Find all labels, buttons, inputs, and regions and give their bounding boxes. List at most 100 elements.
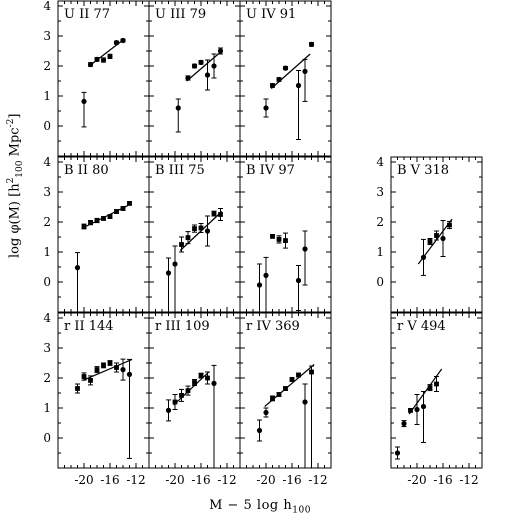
data-point xyxy=(120,37,126,44)
data-point xyxy=(414,406,420,413)
data-point xyxy=(101,216,106,221)
panel-title: U II 77 xyxy=(64,7,110,22)
data-point xyxy=(185,235,191,240)
panel-frame xyxy=(148,0,241,157)
data-point xyxy=(204,228,211,234)
data-point xyxy=(283,238,288,243)
x-tick-label: -16 xyxy=(100,473,119,487)
x-tick-label: -20 xyxy=(256,473,275,487)
data-point xyxy=(269,82,276,89)
data-point xyxy=(434,233,439,238)
data-point xyxy=(87,61,94,68)
panel-title: U IV 91 xyxy=(246,7,296,22)
y-tick-label: 0 xyxy=(43,275,51,289)
data-point xyxy=(263,409,269,416)
data-point xyxy=(113,40,120,46)
data-point xyxy=(175,105,181,111)
panel-r-ii-144: 0 1 2 3 4 -20 -16 -12 r II 144 xyxy=(43,311,150,487)
panel-r-v-494: -20 -16 -12 r V 494 xyxy=(390,312,483,487)
panel-frame xyxy=(239,0,332,157)
panel-title: r III 109 xyxy=(155,319,210,334)
data-point xyxy=(276,76,282,83)
data-point xyxy=(302,68,308,74)
data-point xyxy=(81,98,87,104)
y-tick-label: 3 xyxy=(43,185,51,199)
data-point xyxy=(302,246,308,252)
data-point xyxy=(172,261,178,267)
data-point xyxy=(107,214,113,219)
panel-u-iii-79: U III 79 xyxy=(148,0,241,157)
y-tick-label: 2 xyxy=(43,371,51,385)
panel-grid: 0 1 2 3 4 U II 77 U III 79 U IV 91 0 1 2 3 4 B II 80 B… xyxy=(43,0,483,487)
data-point xyxy=(94,218,100,223)
panel-frame xyxy=(148,312,241,469)
data-point xyxy=(434,381,439,387)
data-point xyxy=(218,212,223,217)
y-tick-label: 2 xyxy=(376,215,384,229)
data-point xyxy=(107,53,113,60)
fit-line xyxy=(186,50,223,82)
y-tick-label: 0 xyxy=(43,119,51,133)
data-point xyxy=(295,82,302,89)
y-tick-label: 3 xyxy=(43,29,51,43)
data-point xyxy=(211,211,217,216)
x-tick-label: -16 xyxy=(433,473,452,487)
data-point xyxy=(263,272,269,278)
panel-frame xyxy=(148,156,241,313)
panel-title: r V 494 xyxy=(397,319,446,334)
x-tick-label: -12 xyxy=(217,473,236,487)
data-point xyxy=(191,63,198,69)
y-tick-label: 2 xyxy=(43,215,51,229)
fit-line xyxy=(173,371,210,406)
data-point xyxy=(88,378,93,383)
data-point xyxy=(100,57,107,63)
panel-r-iii-109: -20 -16 -12 r III 109 xyxy=(148,312,241,487)
x-tick-label: -20 xyxy=(165,473,184,487)
data-point xyxy=(217,48,224,54)
y-tick-label: 1 xyxy=(43,245,51,259)
y-tick-label: 1 xyxy=(43,401,51,415)
data-point xyxy=(282,65,289,71)
data-point xyxy=(296,372,301,378)
data-point xyxy=(211,380,217,386)
panel-frame xyxy=(57,156,150,313)
data-point xyxy=(179,242,184,247)
y-axis-label: log φ(M) [h2100 Mpc-2] xyxy=(6,113,25,258)
y-tick-label: 0 xyxy=(376,275,384,289)
y-tick-label: 3 xyxy=(376,185,384,199)
panel-title: B III 75 xyxy=(155,163,205,178)
y-tick-label: 4 xyxy=(376,155,384,169)
data-point xyxy=(270,396,275,401)
data-point xyxy=(204,72,211,78)
panel-u-ii-77: 0 1 2 3 4 U II 77 xyxy=(43,0,150,157)
panel-title: B IV 97 xyxy=(246,163,295,178)
data-point xyxy=(120,206,126,211)
panel-title: r II 144 xyxy=(64,319,114,334)
data-point xyxy=(309,369,314,375)
data-point xyxy=(270,234,275,239)
data-point xyxy=(114,365,119,370)
panel-title: B II 80 xyxy=(64,163,109,178)
data-point xyxy=(198,225,204,231)
data-point xyxy=(420,403,427,410)
panel-b-ii-80: 0 1 2 3 4 B II 80 xyxy=(43,155,150,313)
y-tick-label: 2 xyxy=(43,59,51,73)
x-tick-label: -16 xyxy=(282,473,301,487)
y-tick-label: 4 xyxy=(43,155,51,169)
x-tick-label: -20 xyxy=(407,473,426,487)
data-point xyxy=(205,375,210,381)
y-tick-label: 0 xyxy=(43,431,51,445)
panel-frame xyxy=(57,312,150,469)
data-point xyxy=(211,63,217,69)
x-tick-label: -12 xyxy=(308,473,327,487)
data-point xyxy=(94,367,100,372)
data-point xyxy=(198,59,204,65)
data-point xyxy=(308,41,315,48)
data-point xyxy=(94,56,100,63)
data-point xyxy=(81,374,87,379)
data-point xyxy=(283,386,288,391)
data-point xyxy=(185,388,191,393)
data-point xyxy=(172,399,178,405)
data-point xyxy=(256,427,263,434)
data-point xyxy=(101,363,106,368)
